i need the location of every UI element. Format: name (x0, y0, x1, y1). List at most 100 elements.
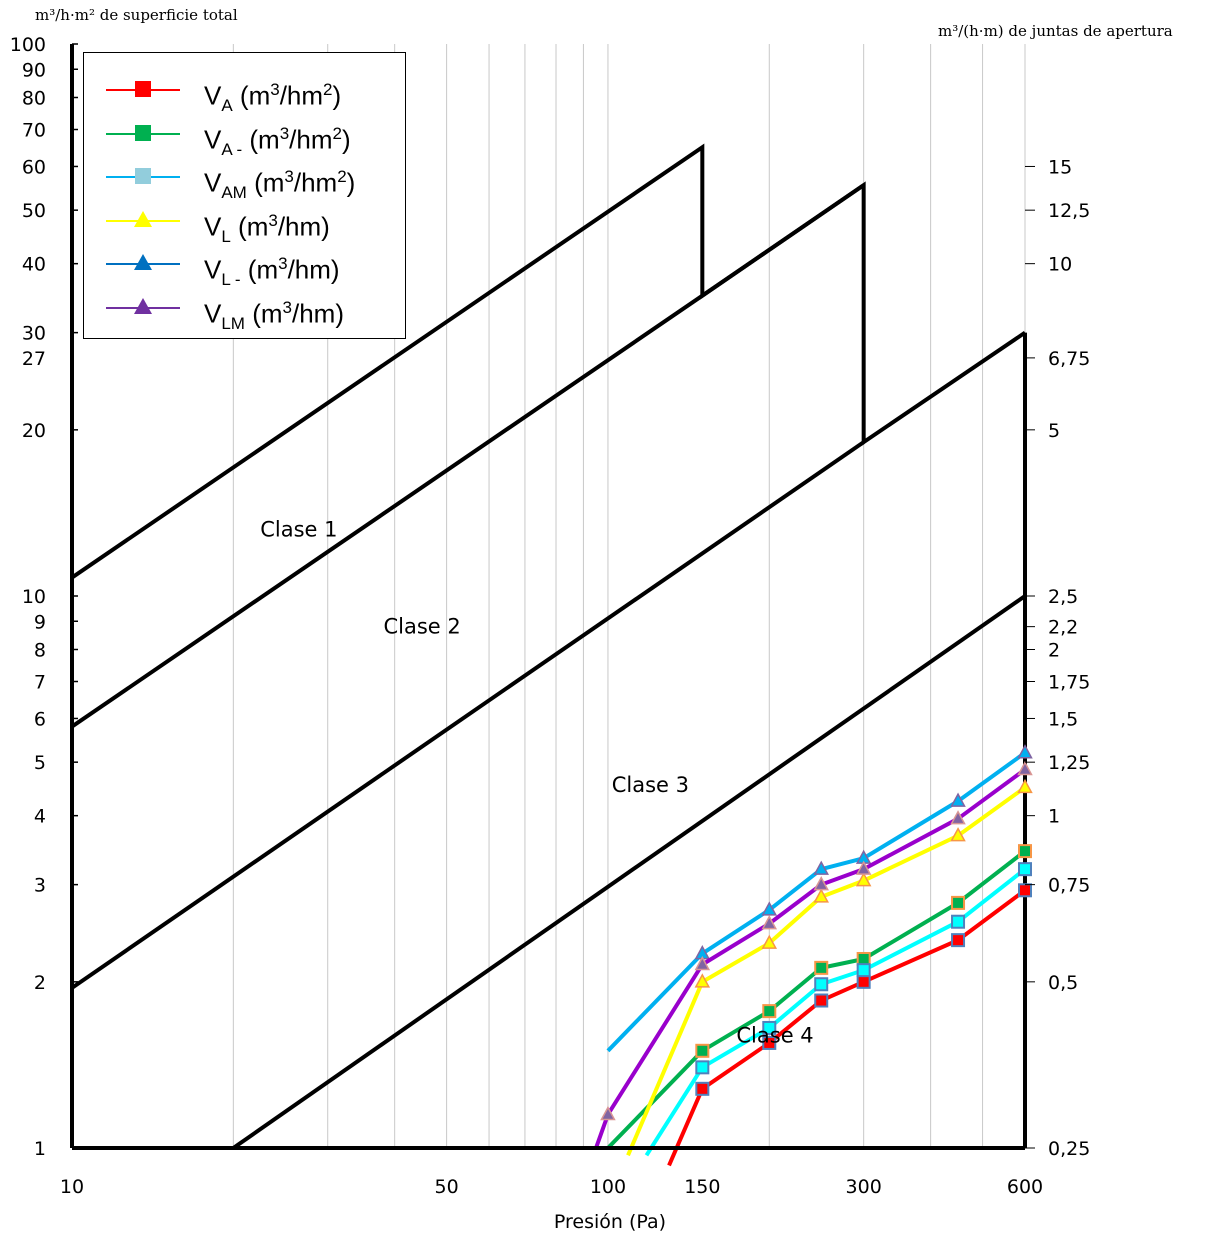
legend-square-marker (135, 124, 151, 141)
legend-label: VL - (m3/hm) (204, 254, 340, 289)
y-tick-label-right: 1,25 (1048, 752, 1090, 774)
data-point-VL (1017, 778, 1033, 794)
data-point-VLM (1017, 760, 1033, 776)
y-tick-label-right: 0,5 (1048, 972, 1078, 994)
data-point-VAM (856, 963, 871, 978)
class-label: Clase 2 (383, 615, 460, 639)
y-tick-label-left: 2 (34, 972, 46, 994)
series-line-VLM (594, 767, 1027, 1149)
y-tick-label-right: 10 (1048, 254, 1072, 276)
y-tick-label-left: 6 (34, 708, 46, 730)
data-point-VA- (762, 1004, 777, 1019)
data-point-VLM (600, 1105, 616, 1121)
legend-item: VA - (m3/hm2) (84, 117, 404, 158)
right-axis-title: m³/(h·m) de juntas de apertura (938, 22, 1173, 40)
y-tick-label-left: 7 (34, 672, 46, 694)
y-tick-label-right: 1,5 (1048, 708, 1078, 730)
legend-label: VLM (m3/hm) (204, 297, 344, 333)
class-boundaries (70, 143, 1027, 1150)
labels-group: 1 2 3 4 5 6 7 8 9 10 20 27 30 40 50 60 70 80 90 100 0,25 0,5 0… (10, 34, 1091, 1233)
y-tick-label-right: 0,25 (1048, 1138, 1090, 1160)
x-tick-label: 600 (1007, 1176, 1043, 1198)
legend-square-marker (135, 81, 151, 97)
legend-label: VA (m3/hm2) (204, 80, 342, 115)
data-point-VL- (1017, 744, 1033, 759)
data-point-VLM (761, 915, 778, 930)
data-point-VA (814, 993, 829, 1008)
class-boundary-clase1-lower (70, 183, 865, 729)
y-tick-label-left: 5 (34, 752, 46, 774)
data-point-VLM (694, 955, 711, 971)
data-point-VA (1018, 883, 1032, 898)
y-tick-label-right: 2,2 (1048, 617, 1078, 639)
data-point-VL- (950, 792, 966, 807)
data-point-VL (813, 888, 829, 903)
y-tick-label-right: 15 (1048, 156, 1072, 178)
x-axis-title: Presión (Pa) (554, 1211, 666, 1233)
y-tick-label-left: 27 (22, 348, 46, 370)
class-label: Clase 3 (612, 773, 689, 797)
y-tick-label-left: 70 (22, 120, 46, 142)
data-point-VL (694, 973, 711, 988)
data-point-VLM (950, 810, 966, 825)
legend-triangle-marker (134, 210, 152, 227)
data-point-VLM (813, 876, 829, 891)
class-boundary-clase2-lower (70, 440, 865, 990)
legend-label: VAM (m3/hm2) (204, 167, 356, 202)
y-tick-label-right: 1 (1048, 806, 1060, 828)
y-tick-label-left: 30 (22, 323, 46, 345)
y-tick-label-left: 20 (22, 420, 46, 442)
left-axis-title: m³/h·m² de superficie total (35, 6, 238, 24)
axes-group (70, 43, 1035, 1150)
legend-label: VA - (m3/hm2) (204, 123, 351, 159)
legend-item: VAM (m3/hm2) (84, 160, 404, 202)
legend-item: VL - (m3/hm) (84, 247, 404, 289)
data-point-VAM (695, 1060, 710, 1075)
data-point-VLM (855, 860, 872, 875)
data-point-VL (950, 827, 966, 842)
legend-square-marker (135, 168, 151, 184)
data-point-VA- (951, 895, 966, 910)
data-point-VAM (1018, 862, 1032, 877)
y-tick-label-right: 2,5 (1048, 586, 1078, 608)
class-boundary-clase3-lower (232, 594, 1027, 1150)
legend-label: VL (m3/hm) (204, 210, 330, 246)
class-label: Clase 4 (736, 1023, 813, 1047)
y-tick-label-left: 50 (22, 200, 46, 222)
y-tick-label-left: 3 (34, 875, 46, 897)
x-tick-label: 150 (684, 1176, 720, 1198)
y-tick-label-right: 1,75 (1048, 672, 1090, 694)
data-point-VL- (813, 860, 829, 875)
x-tick-label: 10 (60, 1176, 84, 1198)
y-tick-label-left: 4 (34, 806, 46, 828)
x-tick-label: 50 (435, 1176, 459, 1198)
legend: VA (m3/hm2) VA - (m3/hm2) VAM (m3/hm2) VL (… (83, 52, 406, 339)
legend-item: VL (m3/hm) (84, 204, 404, 245)
series-line-VA (667, 888, 1027, 1167)
data-point-VL (855, 872, 872, 887)
y-tick-label-left: 90 (22, 59, 46, 81)
y-tick-label-left: 8 (34, 639, 46, 661)
y-tick-label-left: 1 (34, 1138, 46, 1160)
series-group (594, 744, 1033, 1167)
legend-item: VA (m3/hm2) (84, 73, 404, 115)
data-point-VA (762, 1035, 777, 1050)
data-point-VL (761, 934, 778, 949)
x-tick-label: 100 (590, 1176, 626, 1198)
y-tick-label-left: 10 (22, 586, 46, 608)
y-tick-label-right: 6,75 (1048, 348, 1090, 370)
data-point-VL- (761, 901, 778, 916)
y-tick-label-left: 100 (10, 34, 46, 56)
series-line-VAM (644, 867, 1027, 1157)
data-point-VA- (1018, 844, 1032, 859)
data-point-VA (856, 974, 871, 989)
data-point-VA- (695, 1043, 710, 1058)
y-tick-label-left: 40 (22, 254, 46, 276)
y-tick-label-right: 0,75 (1048, 875, 1090, 897)
y-tick-label-right: 5 (1048, 420, 1060, 442)
class-label: Clase 1 (260, 517, 337, 541)
y-tick-label-right: 2 (1048, 639, 1060, 661)
y-tick-label-left: 80 (22, 87, 46, 109)
legend-triangle-marker (134, 254, 152, 270)
